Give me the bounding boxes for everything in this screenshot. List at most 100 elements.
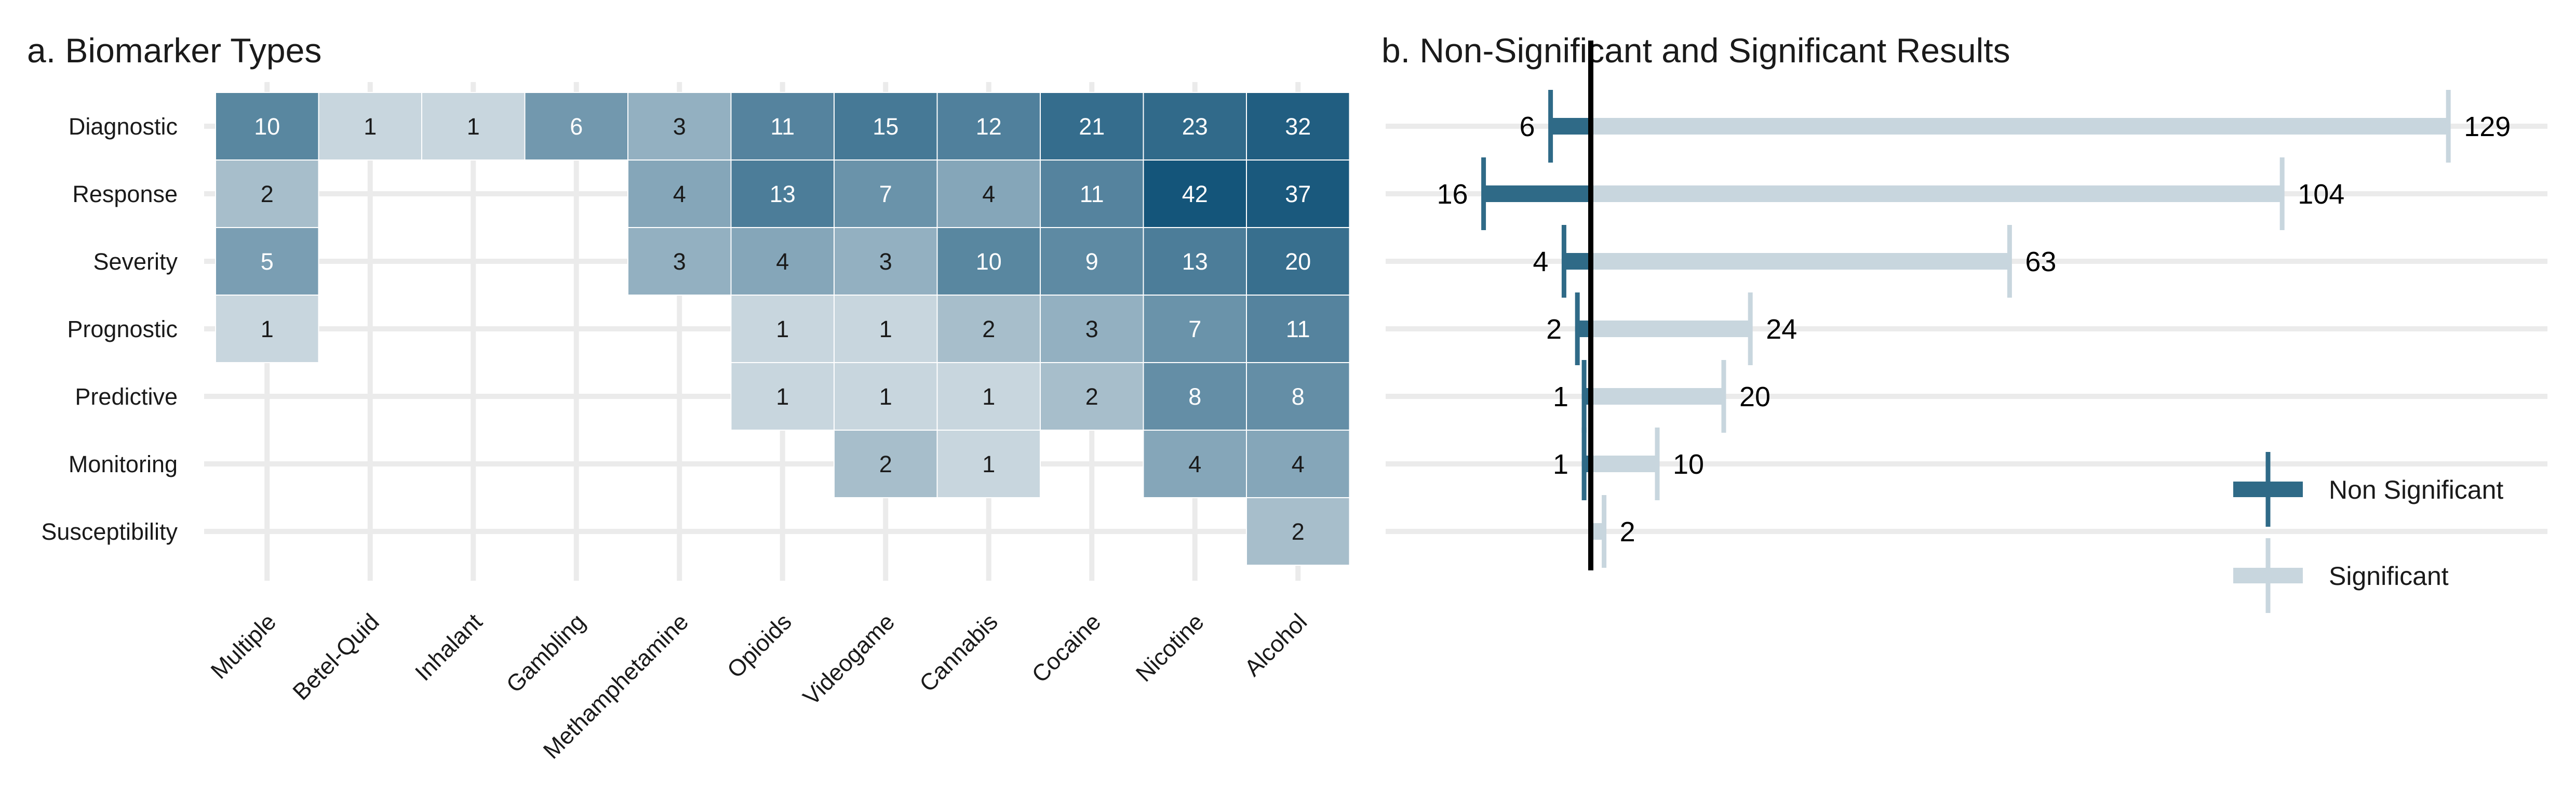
significant-bar-monitoring <box>1591 428 1660 500</box>
heatmap-cells: 10 1 1 6 3 11 15 12 21 23 322 4 13 7 4 11 42 375 3 4 3 10 9 13 2… <box>215 92 1350 566</box>
non-significant-value-label: 16 <box>1437 179 1468 210</box>
heatmap-cell-fill <box>936 227 1041 296</box>
heatmap-cell-fill <box>1246 362 1350 431</box>
heatmap-cell-value: 1 <box>879 383 892 410</box>
heatmap-row-label: Diagnostic <box>69 113 178 140</box>
heatmap-cell-fill <box>834 430 938 498</box>
heatmap-cell-value: 2 <box>879 451 892 477</box>
heatmap-cell-value: 3 <box>879 248 892 275</box>
heatmap-cell-value: 11 <box>770 113 795 140</box>
heatmap-cell-diagnostic-betel-quid: 1 <box>318 92 422 161</box>
heatmap-cell-value: 5 <box>261 248 274 275</box>
legend-label: Non Significant <box>2329 475 2503 504</box>
heatmap-cell-fill <box>834 295 938 363</box>
heatmap-row-label: Response <box>72 181 178 207</box>
results-title: b. Non-Significant and Significant Resul… <box>1381 31 2010 70</box>
heatmap-cell-fill <box>1040 362 1144 431</box>
non-significant-value-label: 2 <box>1546 314 1562 345</box>
heatmap-cell-value: 3 <box>673 248 686 275</box>
heatmap-cell-response-opioids: 13 <box>730 159 835 228</box>
significant-bar-severity <box>1591 225 2012 298</box>
significant-value-label: 10 <box>1673 449 1704 480</box>
heatmap-row-label: Monitoring <box>69 451 178 477</box>
heatmap-cell-fill <box>627 92 732 161</box>
heatmap-cell-predictive-opioids: 1 <box>730 362 835 431</box>
heatmap-cell-severity-methamphetamine: 3 <box>627 227 732 296</box>
heatmap-row-label: Severity <box>93 248 178 275</box>
heatmap-cell-fill <box>1040 92 1144 161</box>
heatmap-cell-diagnostic-videogame: 15 <box>834 92 938 161</box>
heatmap-cell-response-videogame: 7 <box>834 159 938 228</box>
results-panel: b. Non-Significant and Significant Resul… <box>1381 31 2547 613</box>
heatmap-cell-value: 4 <box>1188 451 1201 477</box>
heatmap-title: a. Biomarker Types <box>27 31 321 70</box>
heatmap-cell-value: 11 <box>1080 181 1104 207</box>
heatmap-cell-value: 3 <box>1085 316 1098 342</box>
heatmap-cell-value: 13 <box>770 181 796 207</box>
heatmap-cell-value: 1 <box>982 451 995 477</box>
heatmap-cell-monitoring-nicotine: 4 <box>1143 430 1247 498</box>
heatmap-cell-fill <box>318 92 422 161</box>
heatmap-cell-value: 1 <box>776 316 789 342</box>
heatmap-cell-severity-nicotine: 13 <box>1143 227 1247 296</box>
heatmap-cell-value: 1 <box>261 316 274 342</box>
results-value-labels: 6 129 16 104 4 63 2 24 1 20 1 10 2 <box>1437 111 2511 548</box>
heatmap-cell-value: 32 <box>1285 113 1311 140</box>
heatmap-cell-fill <box>834 227 938 296</box>
significant-bar-prognostic <box>1591 292 1753 365</box>
heatmap-cell-value: 1 <box>879 316 892 342</box>
heatmap-cell-diagnostic-inhalant: 1 <box>421 92 526 161</box>
heatmap-panel: a. Biomarker Types 10 1 1 6 3 11 15 12 21 23 322 4 1… <box>27 31 1350 764</box>
heatmap-cell-monitoring-cannabis: 1 <box>936 430 1041 498</box>
heatmap-cell-prognostic-cannabis: 2 <box>936 295 1041 363</box>
heatmap-cell-fill <box>1246 92 1350 161</box>
heatmap-cell-value: 11 <box>1286 316 1310 342</box>
heatmap-cell-fill <box>834 362 938 431</box>
heatmap-cell-value: 21 <box>1079 113 1105 140</box>
legend-item-non-significant: Non Significant <box>2233 452 2503 527</box>
heatmap-cell-value: 23 <box>1182 113 1208 140</box>
heatmap-cell-predictive-alcohol: 8 <box>1246 362 1350 431</box>
legend-label: Significant <box>2329 562 2449 591</box>
heatmap-cell-diagnostic-multiple: 10 <box>215 92 319 161</box>
significant-value-label: 63 <box>2025 246 2056 277</box>
heatmap-cell-fill <box>1246 497 1350 566</box>
heatmap-cell-value: 4 <box>982 181 995 207</box>
heatmap-cell-prognostic-nicotine: 7 <box>1143 295 1247 363</box>
heatmap-cell-value: 4 <box>673 181 686 207</box>
heatmap-cell-fill <box>215 159 319 228</box>
heatmap-cell-value: 1 <box>776 383 789 410</box>
heatmap-cell-diagnostic-alcohol: 32 <box>1246 92 1350 161</box>
heatmap-cell-fill <box>1040 227 1144 296</box>
heatmap-cell-value: 1 <box>467 113 480 140</box>
heatmap-cell-fill <box>421 92 526 161</box>
heatmap-cell-prognostic-alcohol: 11 <box>1246 295 1350 363</box>
heatmap-cell-diagnostic-methamphetamine: 3 <box>627 92 732 161</box>
heatmap-cell-fill <box>1246 430 1350 498</box>
non-significant-value-label: 1 <box>1553 449 1568 480</box>
heatmap-cell-value: 42 <box>1182 181 1208 207</box>
heatmap-cell-prognostic-cocaine: 3 <box>1040 295 1144 363</box>
heatmap-cell-fill <box>215 295 319 363</box>
heatmap-cell-fill <box>215 227 319 296</box>
significant-value-label: 24 <box>1766 314 1797 345</box>
non-significant-value-label: 4 <box>1533 246 1548 277</box>
non-significant-bar-fill <box>1483 185 1591 202</box>
heatmap-cell-predictive-nicotine: 8 <box>1143 362 1247 431</box>
heatmap-cell-prognostic-opioids: 1 <box>730 295 835 363</box>
heatmap-cell-fill <box>936 362 1041 431</box>
heatmap-cell-value: 10 <box>976 248 1002 275</box>
heatmap-cell-value: 13 <box>1182 248 1208 275</box>
significant-value-label: 20 <box>1739 381 1770 412</box>
results-bars <box>1481 41 2451 570</box>
heatmap-cell-value: 2 <box>261 181 274 207</box>
heatmap-cell-value: 7 <box>879 181 892 207</box>
heatmap-cell-fill <box>1143 362 1247 431</box>
heatmap-cell-diagnostic-cannabis: 12 <box>936 92 1041 161</box>
heatmap-cell-fill <box>834 92 938 161</box>
heatmap-cell-fill <box>1143 159 1247 228</box>
heatmap-cell-fill <box>936 92 1041 161</box>
non-significant-bar-fill <box>1564 253 1591 270</box>
heatmap-cell-diagnostic-gambling: 6 <box>524 92 628 161</box>
heatmap-cell-fill <box>1040 159 1144 228</box>
